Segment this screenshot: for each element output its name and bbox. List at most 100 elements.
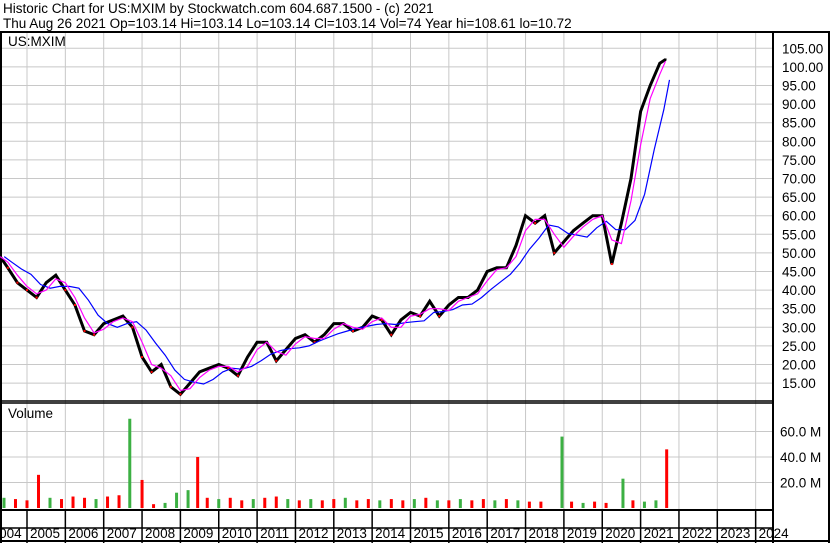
x-tick-label: 2006 — [68, 526, 98, 541]
volume-bar — [604, 502, 608, 508]
volume-bar — [186, 490, 190, 508]
x-tick-label: 2013 — [337, 526, 367, 541]
x-tick-label: 2005 — [30, 526, 60, 541]
volume-bar — [240, 500, 244, 508]
price-point — [399, 318, 402, 321]
volume-bar — [654, 500, 658, 508]
volume-bar — [527, 501, 531, 508]
volume-bar — [332, 499, 336, 508]
price-point — [572, 229, 575, 232]
price-point — [102, 322, 105, 325]
volume-bar — [366, 499, 370, 508]
volume-bar — [94, 499, 98, 508]
price-point — [304, 333, 307, 336]
price-point — [83, 330, 86, 333]
volume-bar — [71, 496, 75, 508]
volume-bar — [286, 499, 290, 508]
price-point — [313, 341, 316, 344]
price-tick-label: 25.00 — [782, 339, 816, 354]
price-tick-label: 80.00 — [782, 134, 816, 149]
x-tick-label: 2023 — [720, 526, 750, 541]
price-tick-label: 55.00 — [782, 227, 816, 242]
volume-bar — [117, 495, 121, 508]
volume-bar — [128, 418, 132, 508]
volume-bar — [378, 500, 382, 508]
volume-bar — [297, 500, 301, 508]
x-tick-label: 2017 — [490, 526, 520, 541]
price-point — [73, 303, 76, 306]
volume-bar — [389, 499, 393, 508]
price-tick-label: 45.00 — [782, 265, 816, 280]
price-point — [227, 367, 230, 370]
volume-bar — [163, 502, 167, 508]
x-tick-label: 2016 — [452, 526, 482, 541]
price-point — [649, 84, 652, 87]
volume-bar — [140, 479, 144, 508]
short-moving-average-line — [0, 61, 667, 392]
price-tick-label: 90.00 — [782, 97, 816, 112]
volume-bar — [263, 497, 267, 508]
price-tick-label: 100.00 — [782, 60, 823, 75]
price-point — [476, 289, 479, 292]
price-point — [543, 214, 546, 217]
volume-bar — [516, 500, 520, 508]
price-point — [591, 214, 594, 217]
volume-panel-title: Volume — [8, 406, 53, 421]
price-point — [428, 300, 431, 303]
price-point — [562, 240, 565, 243]
x-tick-label: 2010 — [222, 526, 252, 541]
price-point — [217, 363, 220, 366]
price-tick-label: 35.00 — [782, 302, 816, 317]
volume-bar — [175, 492, 179, 508]
price-point — [26, 289, 28, 292]
volume-bar — [205, 497, 209, 508]
price-point — [664, 58, 667, 61]
price-point — [323, 333, 326, 336]
price-point — [169, 385, 172, 388]
price-point — [610, 263, 613, 266]
volume-bar — [83, 497, 87, 508]
price-point — [6, 266, 9, 269]
price-point — [179, 393, 182, 396]
volume-bar — [251, 499, 255, 508]
volume-bar — [2, 497, 6, 508]
price-point — [45, 281, 48, 284]
price-point — [553, 251, 556, 254]
volume-bar — [196, 457, 200, 508]
price-point — [93, 333, 96, 336]
price-point — [294, 337, 297, 340]
volume-bar — [539, 501, 543, 508]
volume-tick-label: 20.0 M — [780, 476, 821, 491]
price-point — [150, 370, 153, 373]
price-point — [121, 315, 124, 318]
volume-bar — [217, 499, 221, 508]
volume-tick-label: 60.0 M — [780, 425, 821, 440]
volume-bar — [593, 501, 597, 508]
price-point — [256, 341, 259, 344]
price-point — [54, 274, 57, 277]
price-tick-label: 65.00 — [782, 190, 816, 205]
price-tick-label: 85.00 — [782, 116, 816, 131]
x-tick-label: 2011 — [260, 526, 289, 541]
price-point — [188, 382, 191, 385]
x-tick-label: 2012 — [298, 526, 328, 541]
price-tick-label: 40.00 — [782, 283, 816, 298]
volume-bar — [570, 501, 574, 508]
x-tick-label: 2015 — [414, 526, 444, 541]
volume-bar — [447, 500, 451, 508]
x-tick-label: 2009 — [183, 526, 213, 541]
price-tick-label: 30.00 — [782, 320, 816, 335]
volume-bar — [493, 500, 497, 508]
x-tick-label: 2018 — [529, 526, 559, 541]
price-series-line — [0, 58, 667, 397]
volume-bar — [152, 504, 156, 508]
price-tick-label: 75.00 — [782, 153, 816, 168]
price-point — [332, 322, 335, 325]
price-tick-label: 70.00 — [782, 172, 816, 187]
price-tick-label: 50.00 — [782, 246, 816, 261]
price-point — [351, 330, 354, 333]
volume-bar — [25, 500, 29, 508]
symbol-label: US:MXIM — [8, 34, 66, 49]
volume-bar — [560, 436, 564, 508]
